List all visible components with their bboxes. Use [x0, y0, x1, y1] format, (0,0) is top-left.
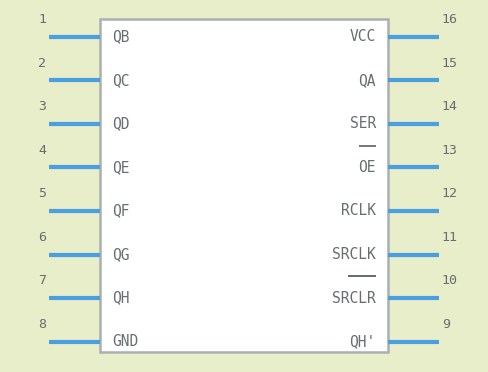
- Text: GND: GND: [112, 334, 139, 349]
- Text: QA: QA: [358, 73, 376, 88]
- Text: SER: SER: [349, 116, 376, 131]
- Text: 7: 7: [39, 274, 46, 287]
- Text: RCLK: RCLK: [341, 203, 376, 218]
- Text: SRCLK: SRCLK: [332, 247, 376, 262]
- Text: OE: OE: [358, 160, 376, 175]
- Text: 9: 9: [442, 318, 449, 331]
- Text: QG: QG: [112, 247, 130, 262]
- Text: QC: QC: [112, 73, 130, 88]
- Text: QF: QF: [112, 203, 130, 218]
- Text: QH': QH': [349, 334, 376, 349]
- Text: 1: 1: [39, 13, 46, 26]
- Text: QD: QD: [112, 116, 130, 131]
- Text: 10: 10: [442, 274, 458, 287]
- Text: 8: 8: [39, 318, 46, 331]
- Text: 4: 4: [39, 144, 46, 157]
- Text: 5: 5: [39, 187, 46, 200]
- Text: 6: 6: [39, 231, 46, 244]
- Text: 2: 2: [39, 57, 46, 70]
- Text: 11: 11: [442, 231, 458, 244]
- Text: QE: QE: [112, 160, 130, 175]
- Text: 12: 12: [442, 187, 458, 200]
- Text: 13: 13: [442, 144, 458, 157]
- Text: 15: 15: [442, 57, 458, 70]
- Bar: [100, 19, 388, 352]
- Text: VCC: VCC: [349, 29, 376, 44]
- Text: 3: 3: [39, 100, 46, 113]
- Text: 16: 16: [442, 13, 458, 26]
- Text: QB: QB: [112, 29, 130, 44]
- Text: QH: QH: [112, 291, 130, 305]
- Text: SRCLR: SRCLR: [332, 291, 376, 305]
- Text: 14: 14: [442, 100, 458, 113]
